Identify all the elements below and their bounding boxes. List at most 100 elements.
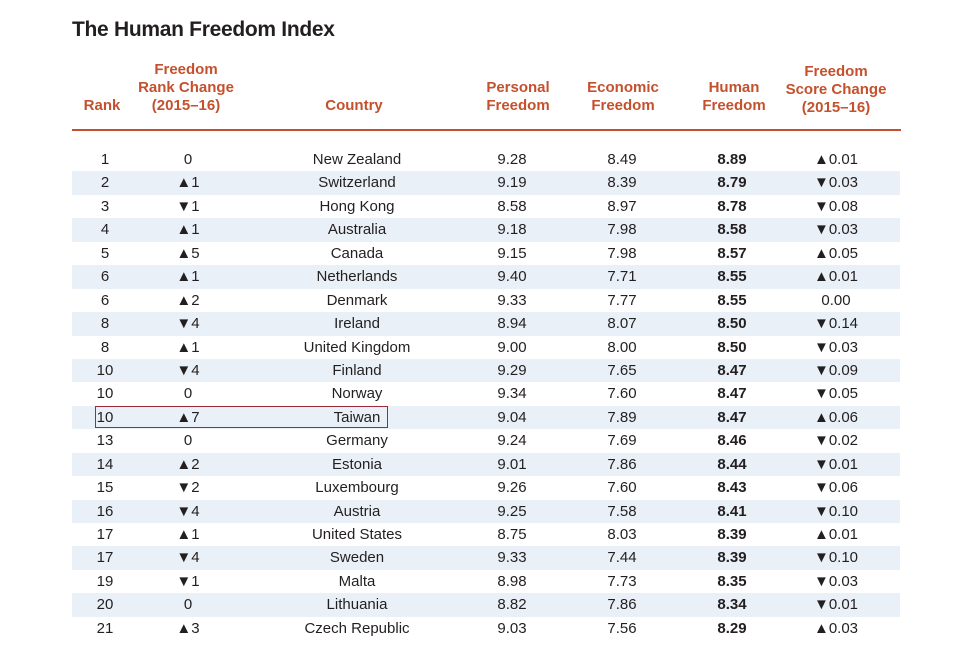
- cell-personal-freedom: 9.33: [497, 291, 527, 309]
- cell-economic-freedom: 7.73: [607, 572, 637, 590]
- cell-human-freedom: 8.41: [717, 502, 747, 520]
- cell-personal-freedom: 8.82: [497, 596, 527, 614]
- cell-human-freedom: 8.34: [717, 596, 747, 614]
- cell-economic-freedom: 7.98: [607, 221, 637, 239]
- table-row: 8 ▼4 Ireland 8.94 8.07 8.50 ▼0.14: [72, 312, 900, 336]
- header-rank-change-line-1: Freedom: [154, 61, 218, 78]
- table-row: 17 ▲1 United States 8.75 8.03 8.39 ▲0.01: [72, 523, 900, 546]
- cell-human-freedom: 8.39: [717, 549, 747, 567]
- cell-personal-freedom: 9.28: [497, 151, 527, 168]
- cell-personal-freedom: 9.19: [497, 174, 527, 192]
- cell-rank: 15: [96, 479, 114, 497]
- cell-country: Australia: [327, 221, 387, 239]
- cell-score-change: ▲0.03: [813, 619, 859, 637]
- header-rank: Rank: [78, 97, 126, 115]
- cell-score-change: ▼0.03: [813, 572, 859, 590]
- cell-country: Norway: [331, 385, 383, 403]
- table-row: 6 ▲2 Denmark 9.33 7.77 8.55 0.00: [72, 289, 900, 312]
- header-score-change: Freedom Score Change (2015–16): [778, 63, 894, 117]
- header-personal-freedom: Personal Freedom: [478, 79, 558, 115]
- cell-score-change: ▼0.03: [813, 338, 859, 356]
- cell-personal-freedom: 9.33: [497, 549, 527, 567]
- cell-economic-freedom: 8.49: [607, 151, 637, 168]
- cell-rank: 16: [96, 502, 114, 520]
- table-row: 10 ▲7 Taiwan 9.04 7.89 8.47 ▲0.06: [72, 405, 900, 430]
- header-country: Country: [299, 97, 409, 115]
- cell-score-change: ▲0.01: [813, 526, 859, 543]
- cell-economic-freedom: 7.86: [607, 455, 637, 473]
- cell-country: Netherlands: [316, 268, 398, 286]
- cell-rank-change: ▲7: [176, 408, 200, 426]
- cell-rank: 14: [96, 455, 114, 473]
- cell-human-freedom: 8.57: [717, 244, 747, 262]
- cell-rank: 3: [100, 197, 110, 215]
- cell-economic-freedom: 8.03: [607, 526, 637, 543]
- header-personal-freedom-line-2: Freedom: [486, 97, 550, 114]
- cell-rank-change: 0: [183, 596, 193, 614]
- cell-country: New Zealand: [312, 151, 402, 168]
- table-row: 15 ▼2 Luxembourg 9.26 7.60 8.43 ▼0.06: [72, 476, 900, 499]
- table-row: 20 0 Lithuania 8.82 7.86 8.34 ▼0.01: [72, 593, 900, 617]
- cell-rank-change: ▲2: [176, 291, 200, 309]
- cell-economic-freedom: 8.39: [607, 174, 637, 192]
- cell-personal-freedom: 9.15: [497, 244, 527, 262]
- cell-economic-freedom: 7.71: [607, 268, 637, 286]
- cell-country: Sweden: [329, 549, 385, 567]
- cell-human-freedom: 8.39: [717, 526, 747, 543]
- cell-rank-change: ▲1: [176, 174, 200, 192]
- cell-score-change: ▲0.01: [813, 151, 859, 168]
- cell-score-change: 0.00: [821, 291, 851, 309]
- cell-personal-freedom: 9.03: [497, 619, 527, 637]
- table-row: 19 ▼1 Malta 8.98 7.73 8.35 ▼0.03: [72, 570, 900, 593]
- cell-country: Czech Republic: [304, 619, 410, 637]
- cell-economic-freedom: 7.86: [607, 596, 637, 614]
- cell-economic-freedom: 7.44: [607, 549, 637, 567]
- cell-economic-freedom: 7.58: [607, 502, 637, 520]
- cell-rank-change: ▲5: [176, 244, 200, 262]
- cell-score-change: ▼0.06: [813, 479, 859, 497]
- table-row: 14 ▲2 Estonia 9.01 7.86 8.44 ▼0.01: [72, 452, 900, 477]
- cell-economic-freedom: 8.00: [607, 338, 637, 356]
- cell-rank: 6: [100, 291, 110, 309]
- header-score-change-line-3: (2015–16): [801, 99, 871, 116]
- cell-human-freedom: 8.58: [717, 221, 747, 239]
- cell-country: Austria: [333, 502, 381, 520]
- cell-personal-freedom: 9.04: [497, 408, 527, 426]
- cell-economic-freedom: 7.98: [607, 244, 637, 262]
- cell-economic-freedom: 8.07: [607, 315, 637, 333]
- cell-personal-freedom: 8.58: [497, 197, 527, 215]
- cell-score-change: ▼0.10: [813, 549, 859, 567]
- cell-economic-freedom: 7.77: [607, 291, 637, 309]
- cell-country: Canada: [330, 244, 384, 262]
- cell-economic-freedom: 7.69: [607, 432, 637, 450]
- cell-personal-freedom: 9.40: [497, 268, 527, 286]
- header-rank-line: Rank: [83, 97, 121, 114]
- cell-country: Luxembourg: [315, 479, 399, 497]
- cell-personal-freedom: 9.24: [497, 432, 527, 450]
- cell-personal-freedom: 9.34: [497, 385, 527, 403]
- cell-score-change: ▼0.03: [813, 221, 859, 239]
- table-row: 6 ▲1 Netherlands 9.40 7.71 8.55 ▲0.01: [72, 265, 900, 289]
- table-row: 4 ▲1 Australia 9.18 7.98 8.58 ▼0.03: [72, 218, 900, 242]
- cell-score-change: ▼0.08: [813, 197, 859, 215]
- header-economic-freedom: Economic Freedom: [582, 79, 664, 115]
- cell-human-freedom: 8.47: [717, 361, 747, 379]
- cell-rank-change: ▲1: [176, 268, 200, 286]
- cell-rank: 20: [96, 596, 114, 614]
- table-row: 13 0 Germany 9.24 7.69 8.46 ▼0.02: [72, 429, 900, 452]
- cell-human-freedom: 8.47: [717, 385, 747, 403]
- cell-rank-change: ▼4: [176, 502, 200, 520]
- cell-rank: 5: [100, 244, 110, 262]
- cell-economic-freedom: 7.65: [607, 361, 637, 379]
- cell-personal-freedom: 8.94: [497, 315, 527, 333]
- table-row: 16 ▼4 Austria 9.25 7.58 8.41 ▼0.10: [72, 499, 900, 523]
- cell-country: Switzerland: [318, 174, 396, 192]
- header-economic-freedom-line-2: Freedom: [591, 97, 655, 114]
- cell-personal-freedom: 9.00: [497, 338, 527, 356]
- cell-rank: 2: [100, 174, 110, 192]
- header-divider: [72, 129, 901, 131]
- cell-rank: 8: [100, 338, 110, 356]
- cell-rank-change: 0: [183, 151, 193, 168]
- cell-rank-change: ▼1: [176, 572, 200, 590]
- cell-country: Hong Kong: [319, 197, 395, 215]
